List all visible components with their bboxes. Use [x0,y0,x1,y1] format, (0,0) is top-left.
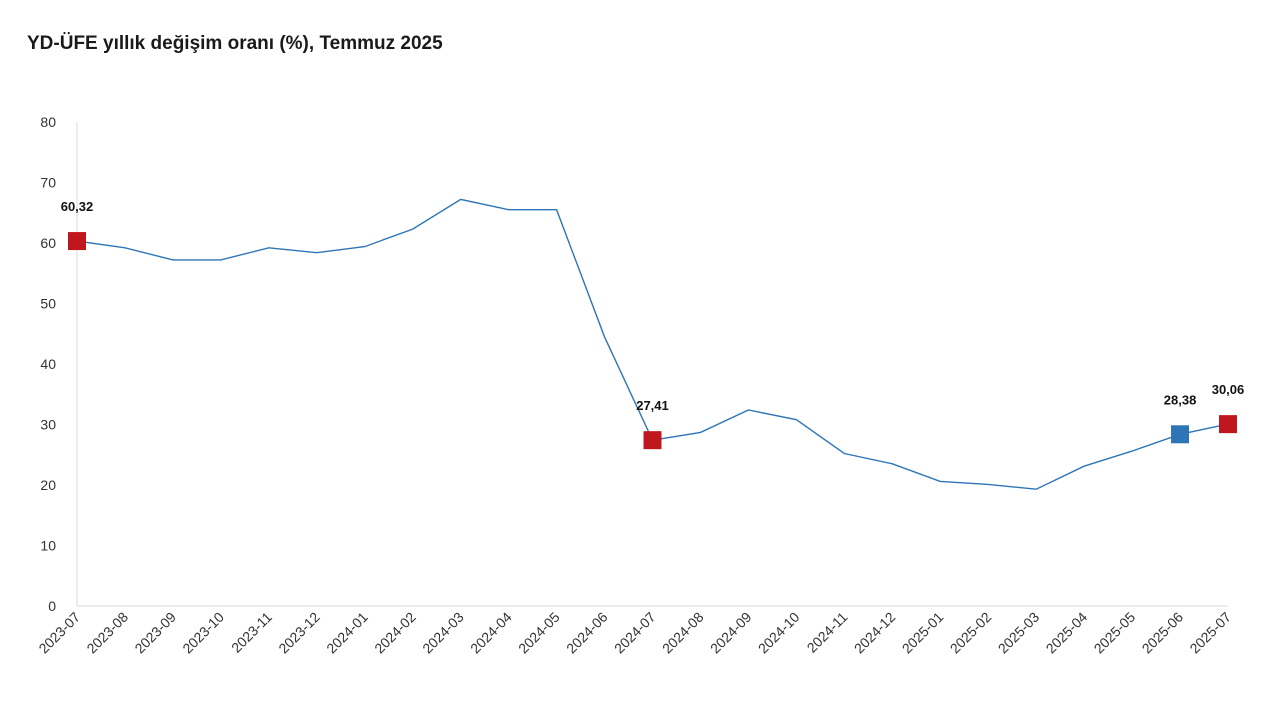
y-tick-label: 30 [40,417,56,433]
x-tick-label: 2025-05 [1091,609,1139,657]
x-tick-label: 2023-08 [83,609,131,657]
y-axis-ticks: 0 10 20 30 40 50 60 70 80 [40,114,56,614]
x-tick-label: 2024-10 [755,609,803,657]
x-tick-label: 2025-01 [899,609,947,657]
x-axis-ticks: 2023-07 2023-08 2023-09 2023-10 2023-11 2023-… [35,609,1234,657]
x-tick-label: 2024-11 [804,609,851,656]
data-label: 30,06 [1212,382,1245,397]
data-label: 28,38 [1164,392,1197,407]
x-tick-label: 2024-03 [419,609,467,657]
x-tick-label: 2024-02 [371,609,419,657]
x-tick-label: 2024-08 [659,609,707,657]
y-tick-label: 20 [40,477,56,493]
highlight-marker [1171,425,1190,444]
x-tick-label: 2025-04 [1043,609,1091,657]
highlight-markers: 60,32 27,41 28,38 30,06 [61,199,1245,450]
chart-title: YD-ÜFE yıllık değişim oranı (%), Temmuz … [27,33,443,54]
x-tick-label: 2024-07 [611,609,659,657]
x-tick-label: 2023-07 [35,609,83,657]
data-label: 60,32 [61,199,94,214]
y-tick-label: 60 [40,235,56,251]
y-tick-label: 70 [40,175,56,191]
x-tick-label: 2024-06 [563,609,611,657]
highlight-marker [68,232,86,251]
x-tick-label: 2024-05 [515,609,563,657]
x-tick-label: 2025-02 [947,609,995,657]
x-tick-label: 2025-07 [1186,609,1234,657]
highlight-marker [1219,415,1237,434]
x-tick-label: 2025-03 [995,609,1043,657]
x-tick-label: 2025-06 [1139,609,1187,657]
x-tick-label: 2023-10 [179,609,227,657]
y-tick-label: 0 [48,598,56,614]
y-tick-label: 80 [40,114,56,130]
x-tick-label: 2024-12 [851,609,899,657]
y-tick-label: 10 [40,538,56,554]
x-tick-label: 2023-09 [131,609,179,657]
y-tick-label: 40 [40,356,56,372]
y-tick-label: 50 [40,296,56,312]
highlight-marker [643,431,662,450]
data-label: 27,41 [636,398,669,413]
x-tick-label: 2024-09 [707,609,755,657]
x-tick-label: 2024-04 [467,609,515,657]
x-tick-label: 2024-01 [323,609,371,657]
x-tick-label: 2023-11 [228,609,275,656]
x-tick-label: 2023-12 [275,609,323,657]
